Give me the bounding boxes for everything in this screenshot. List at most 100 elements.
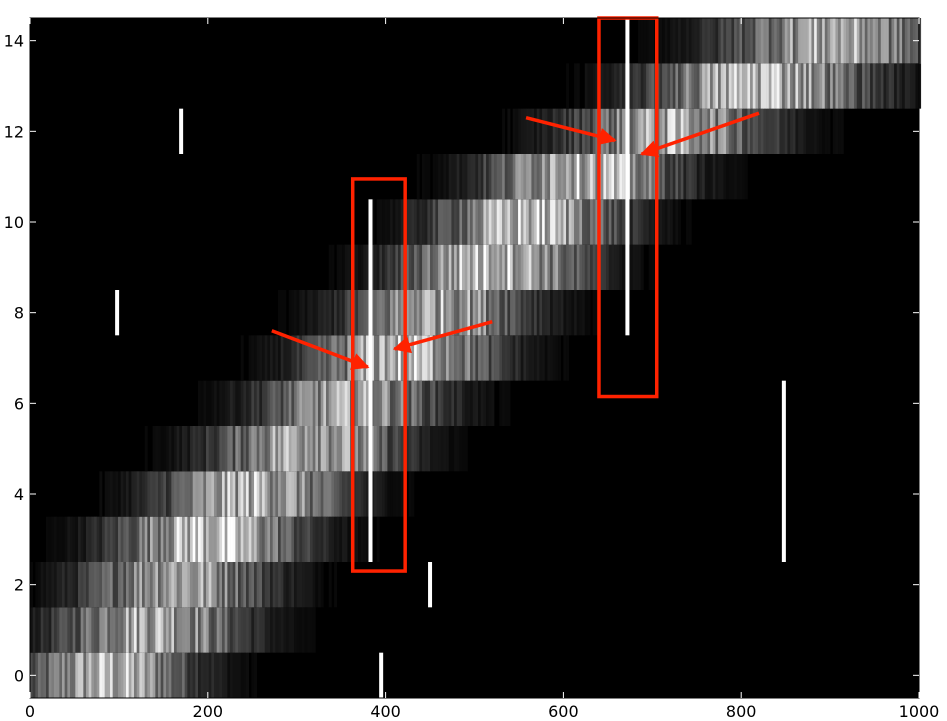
heatmap-cell [782, 108, 786, 154]
heatmap-cell [51, 652, 55, 698]
heatmap-cell [344, 471, 348, 517]
heatmap-cell [696, 63, 700, 109]
heatmap-cell [840, 108, 844, 154]
heatmap-cell [387, 335, 391, 381]
heatmap-cell [672, 63, 676, 109]
heatmap-cell [552, 154, 556, 200]
heatmap-cell [587, 154, 591, 200]
heatmap-cell [824, 63, 828, 109]
heatmap-cell [678, 108, 682, 154]
heatmap-cell [731, 63, 735, 109]
heatmap-cell [488, 290, 492, 336]
heatmap-cell [440, 335, 444, 381]
heatmap-cell [459, 426, 463, 472]
heatmap-cell [480, 290, 484, 336]
heatmap-cell [568, 244, 572, 290]
heatmap-cell [566, 63, 570, 109]
heatmap-cell [568, 199, 572, 245]
heatmap-cell [115, 607, 119, 653]
heatmap-cell [558, 154, 562, 200]
heatmap-cell [715, 18, 719, 64]
heatmap-cell [235, 652, 239, 698]
heatmap-cell [859, 18, 863, 64]
heatmap-cell [512, 199, 516, 245]
heatmap-cell [416, 154, 420, 200]
heatmap-cell [331, 471, 335, 517]
heatmap-cell [832, 108, 836, 154]
heatmap-cell [782, 18, 786, 64]
heatmap-cell [422, 154, 426, 200]
heatmap-cell [811, 63, 815, 109]
heatmap-cell [574, 154, 578, 200]
heatmap-cell [704, 63, 708, 109]
heatmap-cell [886, 18, 890, 64]
heatmap-cell [320, 290, 324, 336]
heatmap-cell [395, 471, 399, 517]
heatmap-cell [456, 290, 460, 336]
heatmap-cell [902, 63, 906, 109]
heatmap-cell [435, 290, 439, 336]
heatmap-cell [835, 18, 839, 64]
heatmap-cell [438, 335, 442, 381]
heatmap-cell [398, 471, 402, 517]
heatmap-cell [312, 471, 316, 517]
heatmap-cell [582, 290, 586, 336]
heatmap-cell [835, 63, 839, 109]
heatmap-cell [280, 335, 284, 381]
heatmap-cell [560, 154, 564, 200]
heatmap-cell [651, 244, 655, 290]
heatmap-cell [150, 516, 153, 562]
heatmap-cell [408, 244, 412, 290]
heatmap-cell [838, 63, 842, 109]
heatmap-cell [192, 516, 196, 562]
heatmap-cell [254, 335, 257, 381]
heatmap-cell [272, 516, 276, 562]
heatmap-cell [203, 380, 207, 426]
heatmap-cell [171, 652, 175, 698]
heatmap-cell [254, 607, 257, 653]
heatmap-cell [110, 652, 113, 698]
heatmap-cell [571, 199, 575, 245]
heatmap-cell [531, 244, 535, 290]
heatmap-cell [864, 18, 868, 64]
heatmap-cell [192, 426, 196, 472]
heatmap-cell [611, 63, 615, 109]
heatmap-cell [406, 244, 410, 290]
heatmap-cell [446, 154, 450, 200]
heatmap-cell [195, 516, 199, 562]
heatmap-cell [326, 380, 330, 426]
heatmap-cell [222, 652, 225, 698]
heatmap-cell [190, 652, 193, 698]
x-tick-label: 200 [193, 702, 224, 721]
heatmap-cell [35, 607, 39, 653]
heatmap-cell [683, 63, 687, 109]
heatmap-cell [230, 380, 233, 426]
heatmap-cell [414, 426, 418, 472]
heatmap-cell [408, 380, 412, 426]
heatmap-cell [390, 199, 394, 245]
heatmap-cell [232, 426, 236, 472]
heatmap-cell [728, 18, 732, 64]
heatmap-cell [542, 108, 546, 154]
heatmap-cell [371, 244, 375, 290]
heatmap-cell [182, 426, 185, 472]
heatmap-cell [768, 63, 772, 109]
heatmap-cell [304, 335, 308, 381]
heatmap-cell [224, 471, 228, 517]
heatmap-cell [486, 380, 490, 426]
heatmap-cell [395, 426, 399, 472]
heatmap-cell [192, 652, 196, 698]
heatmap-cell [728, 108, 732, 154]
heatmap-cell [488, 154, 492, 200]
heatmap-cell [230, 652, 233, 698]
heatmap-cell [296, 290, 300, 336]
heatmap-cell [451, 426, 455, 472]
heatmap-cell [347, 380, 351, 426]
heatmap-cell [744, 108, 748, 154]
heatmap-cell [590, 244, 594, 290]
heatmap-cell [792, 108, 796, 154]
heatmap-cell [614, 244, 618, 290]
heatmap-cell [659, 108, 663, 154]
heatmap-cell [523, 290, 527, 336]
heatmap-cell [200, 516, 204, 562]
